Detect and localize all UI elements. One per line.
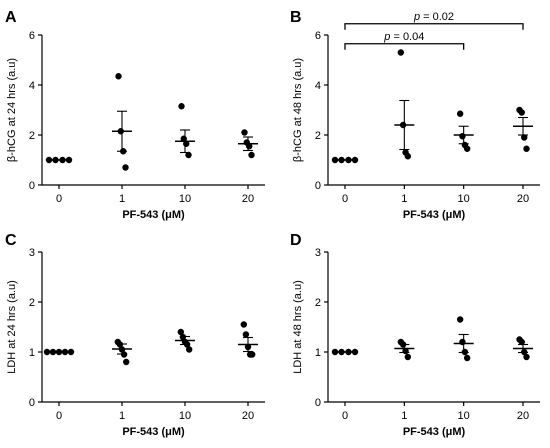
data-point: [456, 316, 464, 323]
x-tick-label: 10: [179, 410, 191, 422]
data-point: [178, 103, 185, 110]
y-tick-label: 2: [315, 297, 321, 309]
y-axis-title: LDH at 24 hrs (a.u): [6, 280, 18, 374]
data-point: [67, 348, 75, 356]
data-point: [43, 348, 51, 356]
x-tick-label: 0: [342, 193, 348, 205]
x-tick-label: 1: [401, 193, 407, 205]
y-tick-label: 3: [315, 247, 321, 259]
panel-letter: A: [5, 9, 17, 26]
data-point: [404, 353, 412, 361]
x-tick-label: 20: [517, 410, 529, 422]
p-value-label: p = 0.04: [383, 31, 424, 43]
x-tick-label: 10: [458, 193, 470, 205]
y-tick-label: 2: [29, 297, 35, 309]
data-point: [241, 129, 248, 136]
y-tick-label: 2: [315, 130, 321, 142]
x-axis-title: PF-543 (μM): [122, 209, 185, 221]
y-tick-label: 3: [29, 247, 35, 259]
x-axis-title: PF-543 (μM): [122, 426, 185, 438]
data-point: [521, 134, 528, 141]
y-tick-label: 1: [29, 347, 35, 359]
p-value-label: p = 0.02: [413, 11, 454, 23]
panel-letter: B: [290, 9, 302, 26]
data-point: [249, 351, 256, 358]
data-point: [397, 49, 405, 56]
significance-bracket: [344, 43, 465, 50]
y-tick-label: 0: [29, 180, 35, 192]
y-axis-title: β-hCG at 24 hrs (a.u): [6, 58, 18, 162]
data-point: [518, 109, 525, 116]
x-tick-label: 1: [119, 193, 125, 205]
panel-a: A 0 2 4 6 0 1 10 20 PF-543 (μM) β-hCG at 24 hrs (a…: [5, 9, 265, 221]
x-axis-title: PF-543 (μM): [403, 426, 466, 438]
data-point: [463, 145, 471, 152]
y-tick-label: 6: [315, 30, 321, 42]
x-tick-label: 1: [119, 410, 125, 422]
panel-letter: D: [290, 232, 302, 249]
x-tick-label: 0: [342, 410, 348, 422]
data-point: [115, 73, 122, 80]
panel-b: B 0 2 4 6 0 1 10 20 PF-543 (μM) β-hCG at 48 hrs (a…: [290, 9, 540, 221]
data-point: [456, 110, 464, 117]
x-tick-label: 20: [242, 193, 254, 205]
x-tick-label: 10: [179, 193, 191, 205]
y-axis-title: LDH at 48 hrs (a.u): [292, 280, 304, 374]
significance-bracket: [344, 23, 524, 30]
y-tick-label: 1: [315, 347, 321, 359]
y-axis-title: β-hCG at 48 hrs (a.u): [292, 58, 304, 162]
y-tick-label: 0: [315, 397, 321, 409]
data-point: [463, 354, 471, 362]
data-point: [242, 331, 250, 338]
y-tick-label: 2: [29, 130, 35, 142]
panel-d: D 0 1 2 3 0 1 10 20 PF-543 (μM) LDH at 48 hrs (a.u…: [290, 232, 540, 438]
y-tick-label: 4: [315, 80, 321, 92]
data-point: [248, 151, 255, 159]
data-point: [240, 321, 247, 328]
data-point: [523, 145, 530, 152]
x-tick-label: 10: [458, 410, 470, 422]
y-tick-label: 0: [315, 180, 321, 192]
y-tick-label: 6: [29, 30, 35, 42]
y-tick-label: 4: [29, 80, 35, 92]
x-tick-label: 1: [401, 410, 407, 422]
x-axis-title: PF-543 (μM): [403, 209, 466, 221]
data-point: [459, 133, 466, 140]
data-point: [404, 153, 412, 160]
data-point: [123, 358, 130, 366]
data-point: [186, 346, 193, 353]
data-point: [523, 353, 530, 361]
data-point: [185, 151, 192, 159]
data-point: [518, 338, 525, 346]
data-point: [177, 328, 184, 336]
x-tick-label: 20: [517, 193, 529, 205]
panel-letter: C: [5, 232, 17, 249]
y-tick-label: 0: [29, 397, 35, 409]
data-point: [122, 164, 129, 171]
panel-c: C 0 1 2 3 0 1 10 20 PF-543 (μM) LDH at 24 hrs (a.u…: [5, 232, 265, 438]
x-tick-label: 0: [56, 193, 62, 205]
x-tick-label: 0: [56, 410, 62, 422]
x-tick-label: 20: [242, 410, 254, 422]
